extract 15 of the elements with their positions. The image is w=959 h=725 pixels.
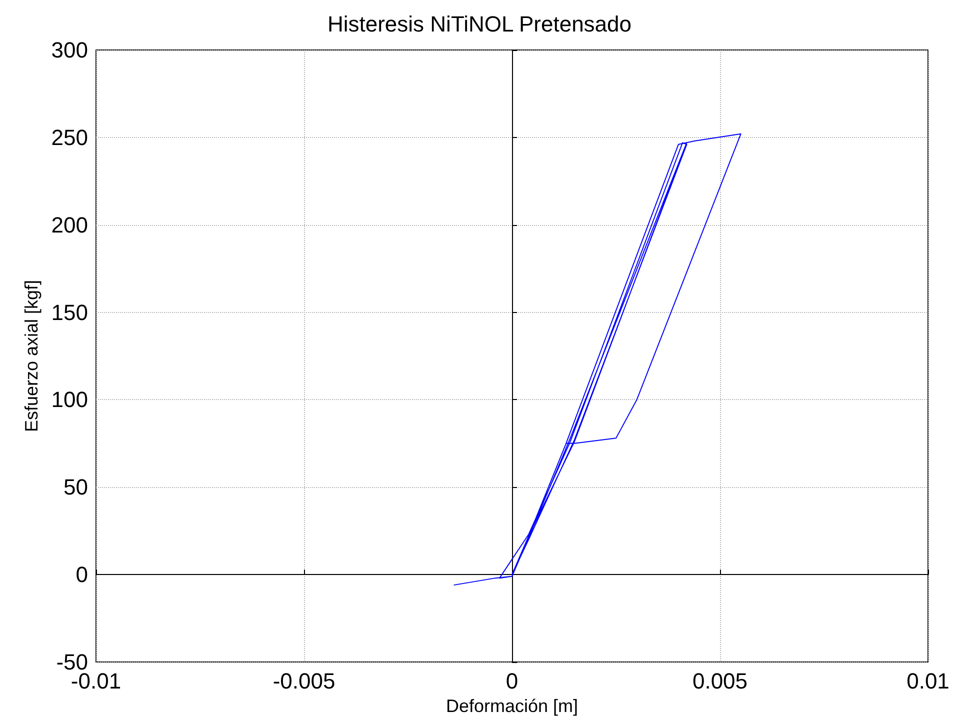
y-tick-label: 200 xyxy=(51,212,88,238)
y-tick-label: 100 xyxy=(51,387,88,412)
y-tick-label: 250 xyxy=(51,124,88,150)
x-axis-title: Deformación [m] xyxy=(446,696,578,716)
line-series xyxy=(453,133,742,586)
x-tick-label: 0.005 xyxy=(692,668,748,694)
y-tick-label: 50 xyxy=(64,474,88,500)
y-tick-label: 0 xyxy=(76,562,88,588)
x-tick-label: -0.005 xyxy=(272,668,336,694)
x-tick-label: 0 xyxy=(506,668,518,694)
y-tick-label: 300 xyxy=(51,38,88,62)
y-axis-title: Esfuerzo axial [kgf] xyxy=(21,280,42,432)
y-tick-label: 150 xyxy=(51,300,88,325)
chart-title: Histeresis NiTiNOL Pretensado xyxy=(327,12,632,36)
x-tick-label: 0.01 xyxy=(906,668,950,694)
